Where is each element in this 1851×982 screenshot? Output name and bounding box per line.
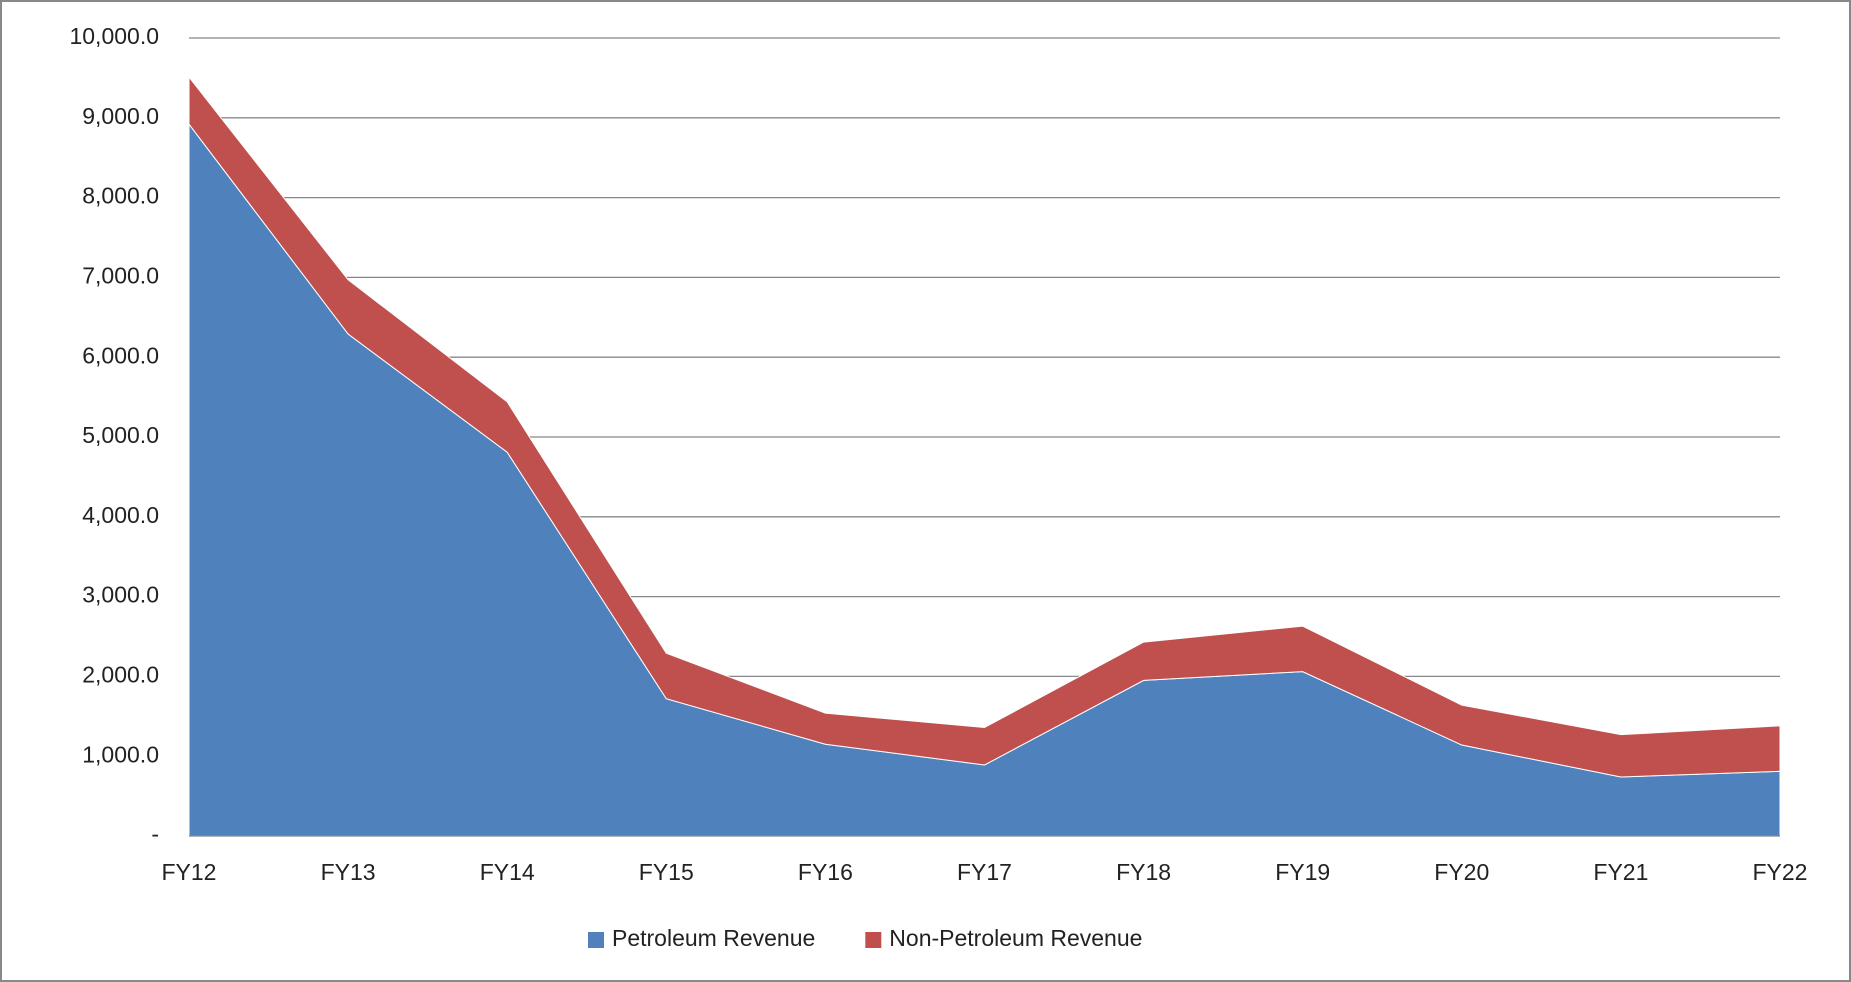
x-tick-label: FY12 <box>162 859 217 885</box>
area <box>188 75 1781 778</box>
x-tick-label: FY17 <box>957 859 1012 885</box>
x-tick-label: FY16 <box>798 859 853 885</box>
x-tick-label: FY15 <box>639 859 694 885</box>
x-tick-label: FY20 <box>1434 859 1489 885</box>
legend-swatch <box>865 932 882 948</box>
y-tick-label: 10,000.0 <box>69 23 159 49</box>
x-tick-label: FY14 <box>480 859 535 885</box>
y-tick-label: 9,000.0 <box>82 103 159 129</box>
y-tick-label: 8,000.0 <box>82 183 159 209</box>
x-tick-label: FY13 <box>321 859 376 885</box>
y-tick-label: 1,000.0 <box>82 741 159 767</box>
x-tick-label: FY19 <box>1275 859 1330 885</box>
legend-swatch <box>588 932 604 948</box>
y-tick-label: 3,000.0 <box>82 582 159 608</box>
y-tick-label: 2,000.0 <box>82 661 159 687</box>
y-tick-label: 5,000.0 <box>82 422 159 448</box>
x-tick-label: FY18 <box>1116 859 1171 885</box>
legend-label: Non-Petroleum Revenue <box>889 925 1142 951</box>
y-tick-label: 7,000.0 <box>82 262 159 288</box>
legend-label: Petroleum Revenue <box>612 925 815 951</box>
x-tick-label: FY22 <box>1753 859 1808 885</box>
y-tick-label: 4,000.0 <box>82 502 159 528</box>
x-tick-label: FY21 <box>1593 859 1648 885</box>
y-tick-label: - <box>151 821 159 847</box>
y-tick-label: 6,000.0 <box>82 342 159 368</box>
